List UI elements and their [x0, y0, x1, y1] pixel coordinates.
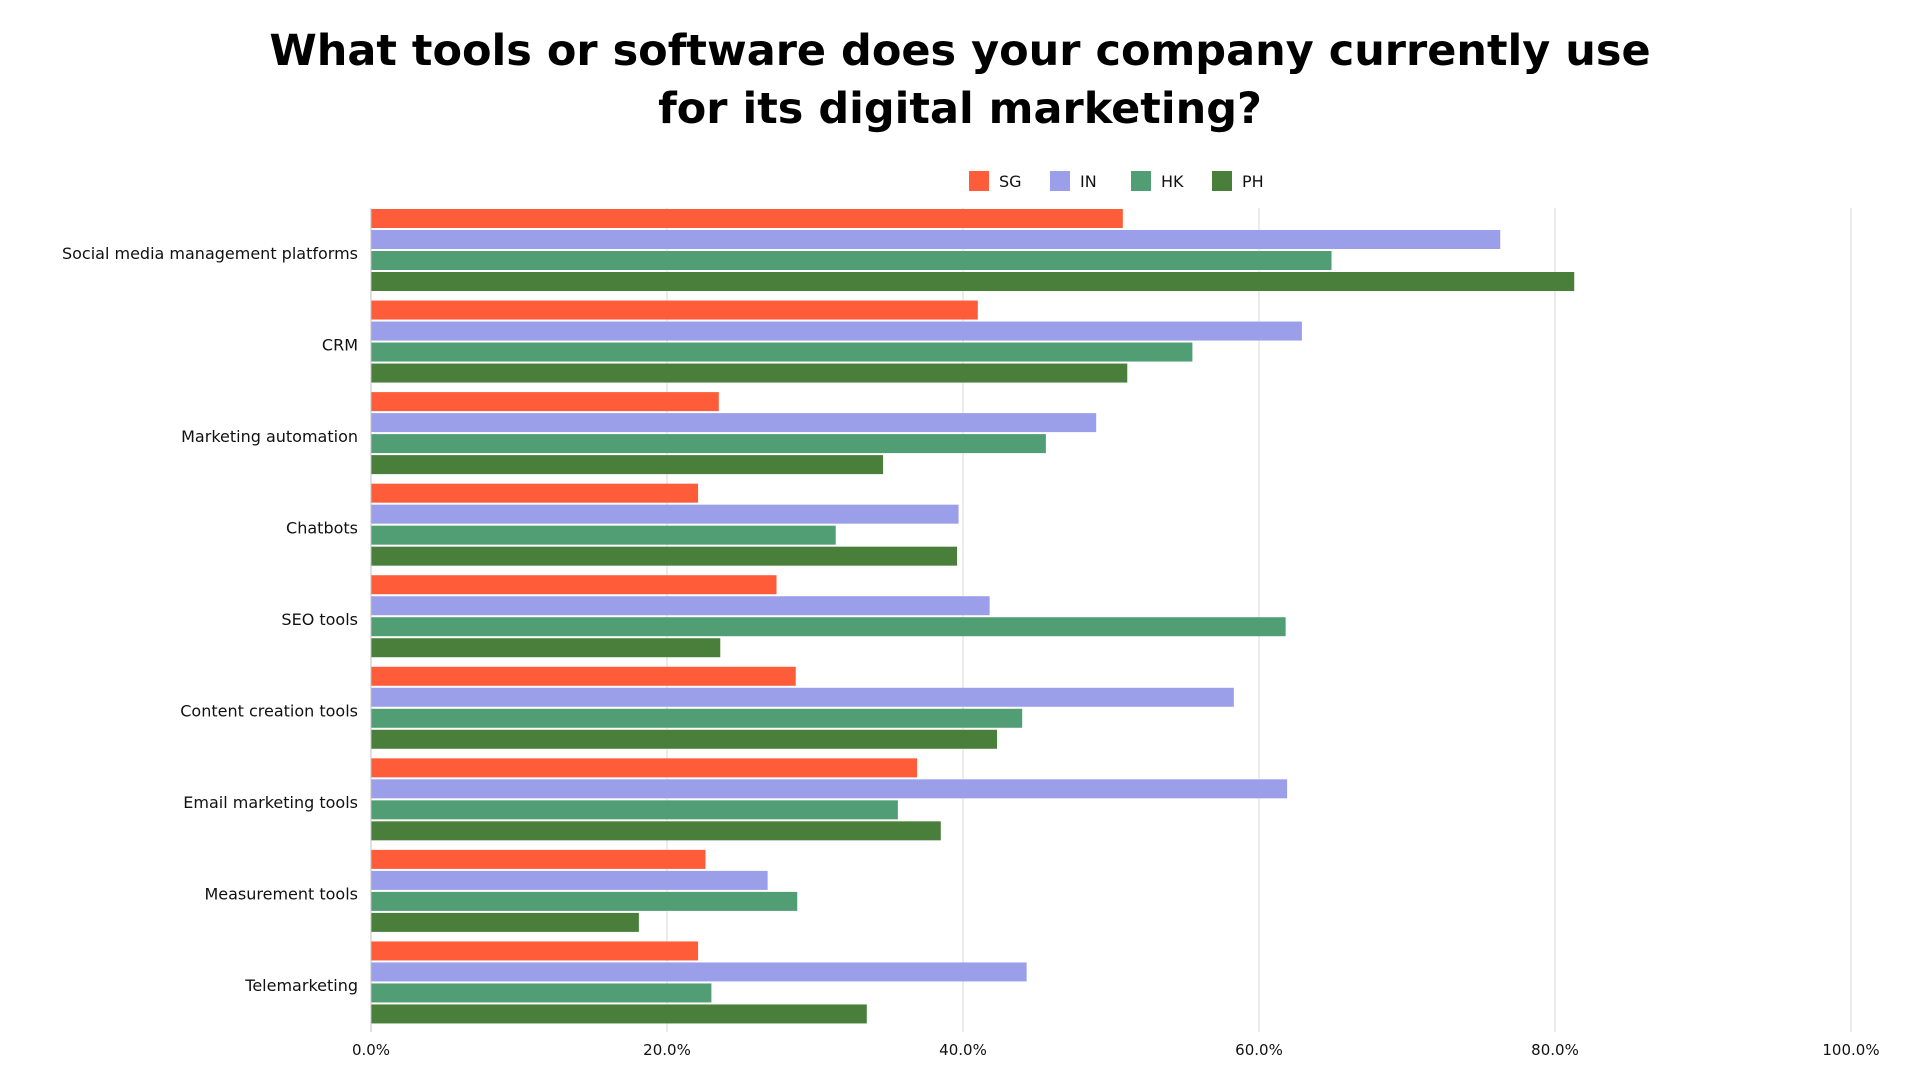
bar-hk — [371, 983, 712, 1003]
bar-in — [371, 596, 990, 616]
legend-label: SG — [999, 172, 1022, 191]
bar-in — [371, 504, 959, 524]
bar-hk — [371, 800, 898, 820]
bar-sg — [371, 941, 699, 961]
category-label: Measurement tools — [204, 885, 358, 904]
bar-ph — [371, 272, 1575, 291]
legend-label: HK — [1161, 172, 1184, 191]
legend-label: IN — [1080, 172, 1097, 191]
bar-sg — [371, 575, 777, 595]
category-label: Social media management platforms — [62, 244, 358, 263]
legend-swatch-hk — [1131, 171, 1151, 191]
bar-in — [371, 870, 768, 890]
bar-in — [371, 230, 1501, 249]
bar-hk — [371, 251, 1332, 270]
bar-hk — [371, 891, 798, 911]
bar-sg — [371, 300, 978, 320]
category-label: Marketing automation — [181, 427, 358, 446]
bar-in — [371, 687, 1234, 707]
bar-in — [371, 321, 1302, 341]
legend-swatch-in — [1050, 171, 1070, 191]
category-label: CRM — [322, 335, 358, 354]
bar-hk — [371, 617, 1286, 637]
bar-ph — [371, 638, 721, 658]
category-label: SEO tools — [281, 610, 358, 629]
legend-swatch-sg — [969, 171, 989, 191]
bar-ph — [371, 455, 884, 475]
axes: 0.0% 20.0% 40.0% 60.0% 80.0% 100.0% Social med… — [62, 208, 1880, 1059]
bar-hk — [371, 708, 1023, 728]
bar-sg — [371, 758, 918, 778]
category-label: Email marketing tools — [183, 793, 358, 812]
x-tick-label: 60.0% — [1235, 1041, 1283, 1059]
bars — [371, 209, 1575, 1024]
chart-title: What tools or software does your company… — [269, 26, 1651, 134]
bar-ph — [371, 1004, 867, 1024]
legend-swatch-ph — [1212, 171, 1232, 191]
bar-sg — [371, 392, 719, 412]
category-label: Telemarketing — [244, 976, 358, 995]
bar-ph — [371, 912, 639, 932]
legend: SG IN HK PH — [969, 171, 1264, 191]
x-tick-label: 80.0% — [1531, 1041, 1579, 1059]
bar-in — [371, 413, 1097, 433]
bar-in — [371, 962, 1027, 982]
bar-sg — [371, 849, 706, 869]
bar-ph — [371, 821, 941, 841]
bar-sg — [371, 209, 1123, 228]
bar-ph — [371, 546, 958, 566]
bar-hk — [371, 342, 1193, 362]
x-tick-label: 100.0% — [1822, 1041, 1879, 1059]
bar-ph — [371, 729, 998, 749]
legend-label: PH — [1242, 172, 1264, 191]
bar-in — [371, 779, 1288, 799]
x-tick-label: 20.0% — [643, 1041, 691, 1059]
bar-ph — [371, 363, 1128, 383]
bar-hk — [371, 525, 836, 545]
x-tick-label: 40.0% — [939, 1041, 987, 1059]
bar-sg — [371, 666, 796, 686]
x-tick-label: 0.0% — [352, 1041, 390, 1059]
bar-sg — [371, 483, 699, 503]
category-label: Content creation tools — [180, 702, 358, 721]
bar-hk — [371, 434, 1046, 454]
category-label: Chatbots — [286, 518, 358, 537]
